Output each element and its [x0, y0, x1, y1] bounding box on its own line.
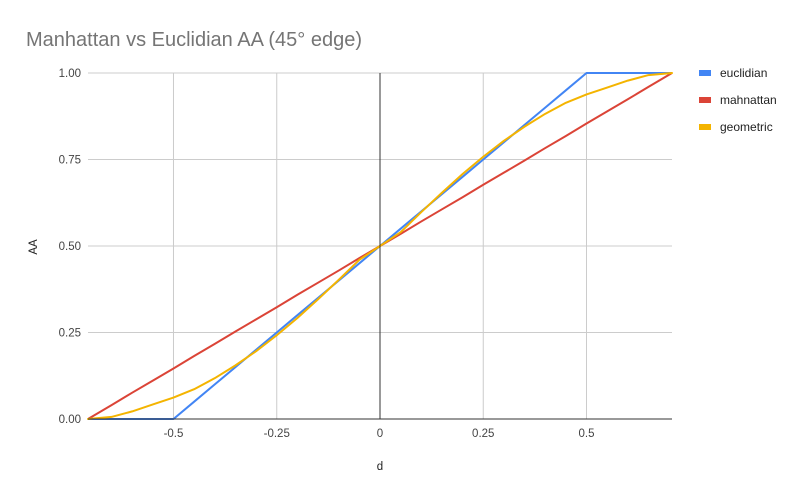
y-axis-label: AA: [28, 239, 40, 255]
y-tick-label: 0.00: [59, 414, 81, 426]
y-tick-label: 0.25: [59, 328, 81, 340]
y-tick-label: 0.75: [59, 155, 81, 167]
chart-axes: [88, 73, 672, 420]
tick-labels: 0.00 0.25 0.50 0.75 1.00 -0.5 -0.25 0 0.25 0.5: [59, 68, 595, 440]
x-tick-label: 0: [377, 428, 383, 440]
x-axis-label: d: [377, 461, 383, 473]
x-tick-label: 0.5: [579, 428, 595, 440]
chart-legend: euclidian mahnattan geometric: [699, 66, 777, 134]
x-tick-label: -0.25: [264, 428, 290, 440]
x-tick-label: 0.25: [472, 428, 494, 440]
chart-title: Manhattan vs Euclidian AA (45° edge): [26, 29, 362, 51]
y-tick-label: 1.00: [59, 68, 81, 80]
legend-label-geometric: geometric: [720, 120, 773, 134]
legend-swatch-mahnattan: [699, 97, 711, 103]
legend-label-mahnattan: mahnattan: [720, 93, 777, 107]
legend-swatch-geometric: [699, 124, 711, 130]
legend-swatch-euclidian: [699, 70, 711, 76]
legend-label-euclidian: euclidian: [720, 66, 767, 80]
x-tick-label: -0.5: [164, 428, 184, 440]
y-tick-label: 0.50: [59, 241, 81, 253]
